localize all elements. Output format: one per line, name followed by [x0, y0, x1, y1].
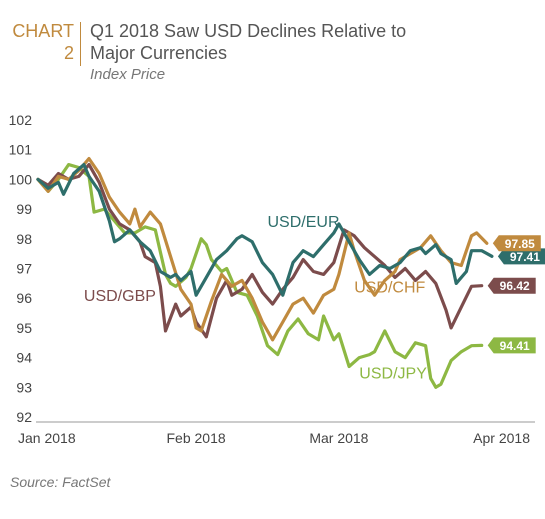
chart-number: 2 [63, 43, 74, 63]
y-tick-label-101: 101 [9, 142, 33, 158]
chart-word: CHART [12, 21, 74, 41]
x-axis: Jan 2018 Feb 2018 Mar 2018 Apr 2018 [18, 430, 530, 446]
series-line-usd-jpy [36, 163, 484, 389]
end-badge-usd-gbp [487, 277, 536, 294]
title-divider [80, 22, 81, 66]
y-tick-label-93: 93 [16, 379, 32, 395]
series-labels: USD/EUR USD/CHF USD/GBP USD/JPY [84, 214, 427, 382]
chart-number-label: CHART 2 [10, 20, 74, 64]
y-tick-label-95: 95 [16, 320, 32, 336]
y-tick-label-98: 98 [16, 231, 32, 247]
end-badge-usd-jpy [487, 337, 536, 354]
x-tick-label-0: Jan 2018 [18, 430, 76, 446]
chart-title-line2: Major Currencies [90, 43, 228, 63]
source-note: Source: FactSet [10, 474, 111, 490]
chart-title: Q1 2018 Saw USD Declines Relative to Maj… [90, 20, 530, 64]
end-value-usd-jpy: 94.41 [500, 339, 530, 353]
series-line-usd-chf [36, 157, 489, 342]
y-tick-label-100: 100 [9, 171, 33, 187]
y-tick-label-97: 97 [16, 261, 32, 277]
chart-subtitle: Index Price [90, 66, 166, 83]
series-line-usd-gbp [36, 163, 484, 339]
x-tick-label-3: Apr 2018 [473, 430, 530, 446]
series-label-usd-chf: USD/CHF [354, 279, 425, 296]
series-line-usd-eur [36, 163, 494, 297]
x-tick-label-1: Feb 2018 [167, 430, 226, 446]
series-label-usd-eur: USD/EUR [268, 214, 340, 231]
chart-title-line1: Q1 2018 Saw USD Declines Relative to [90, 21, 407, 41]
series-label-usd-gbp: USD/GBP [84, 288, 156, 305]
x-tick-label-2: Mar 2018 [309, 430, 368, 446]
y-tick-label-92: 92 [16, 409, 32, 425]
series-label-usd-jpy: USD/JPY [359, 365, 427, 382]
end-value-usd-gbp: 96.42 [500, 279, 530, 293]
y-tick-label-102: 102 [9, 112, 33, 128]
end-badge-usd-eur [497, 248, 545, 265]
y-tick-label-99: 99 [16, 201, 32, 217]
end-badge-usd-chf [492, 235, 541, 252]
y-tick-label-96: 96 [16, 290, 32, 306]
y-axis: 92 93 94 95 96 97 98 99 100 101 102 [9, 112, 33, 425]
end-value-usd-eur: 97.41 [510, 250, 540, 264]
end-value-usd-chf: 97.85 [505, 237, 535, 251]
series-group [36, 157, 494, 389]
y-tick-label-94: 94 [16, 350, 32, 366]
